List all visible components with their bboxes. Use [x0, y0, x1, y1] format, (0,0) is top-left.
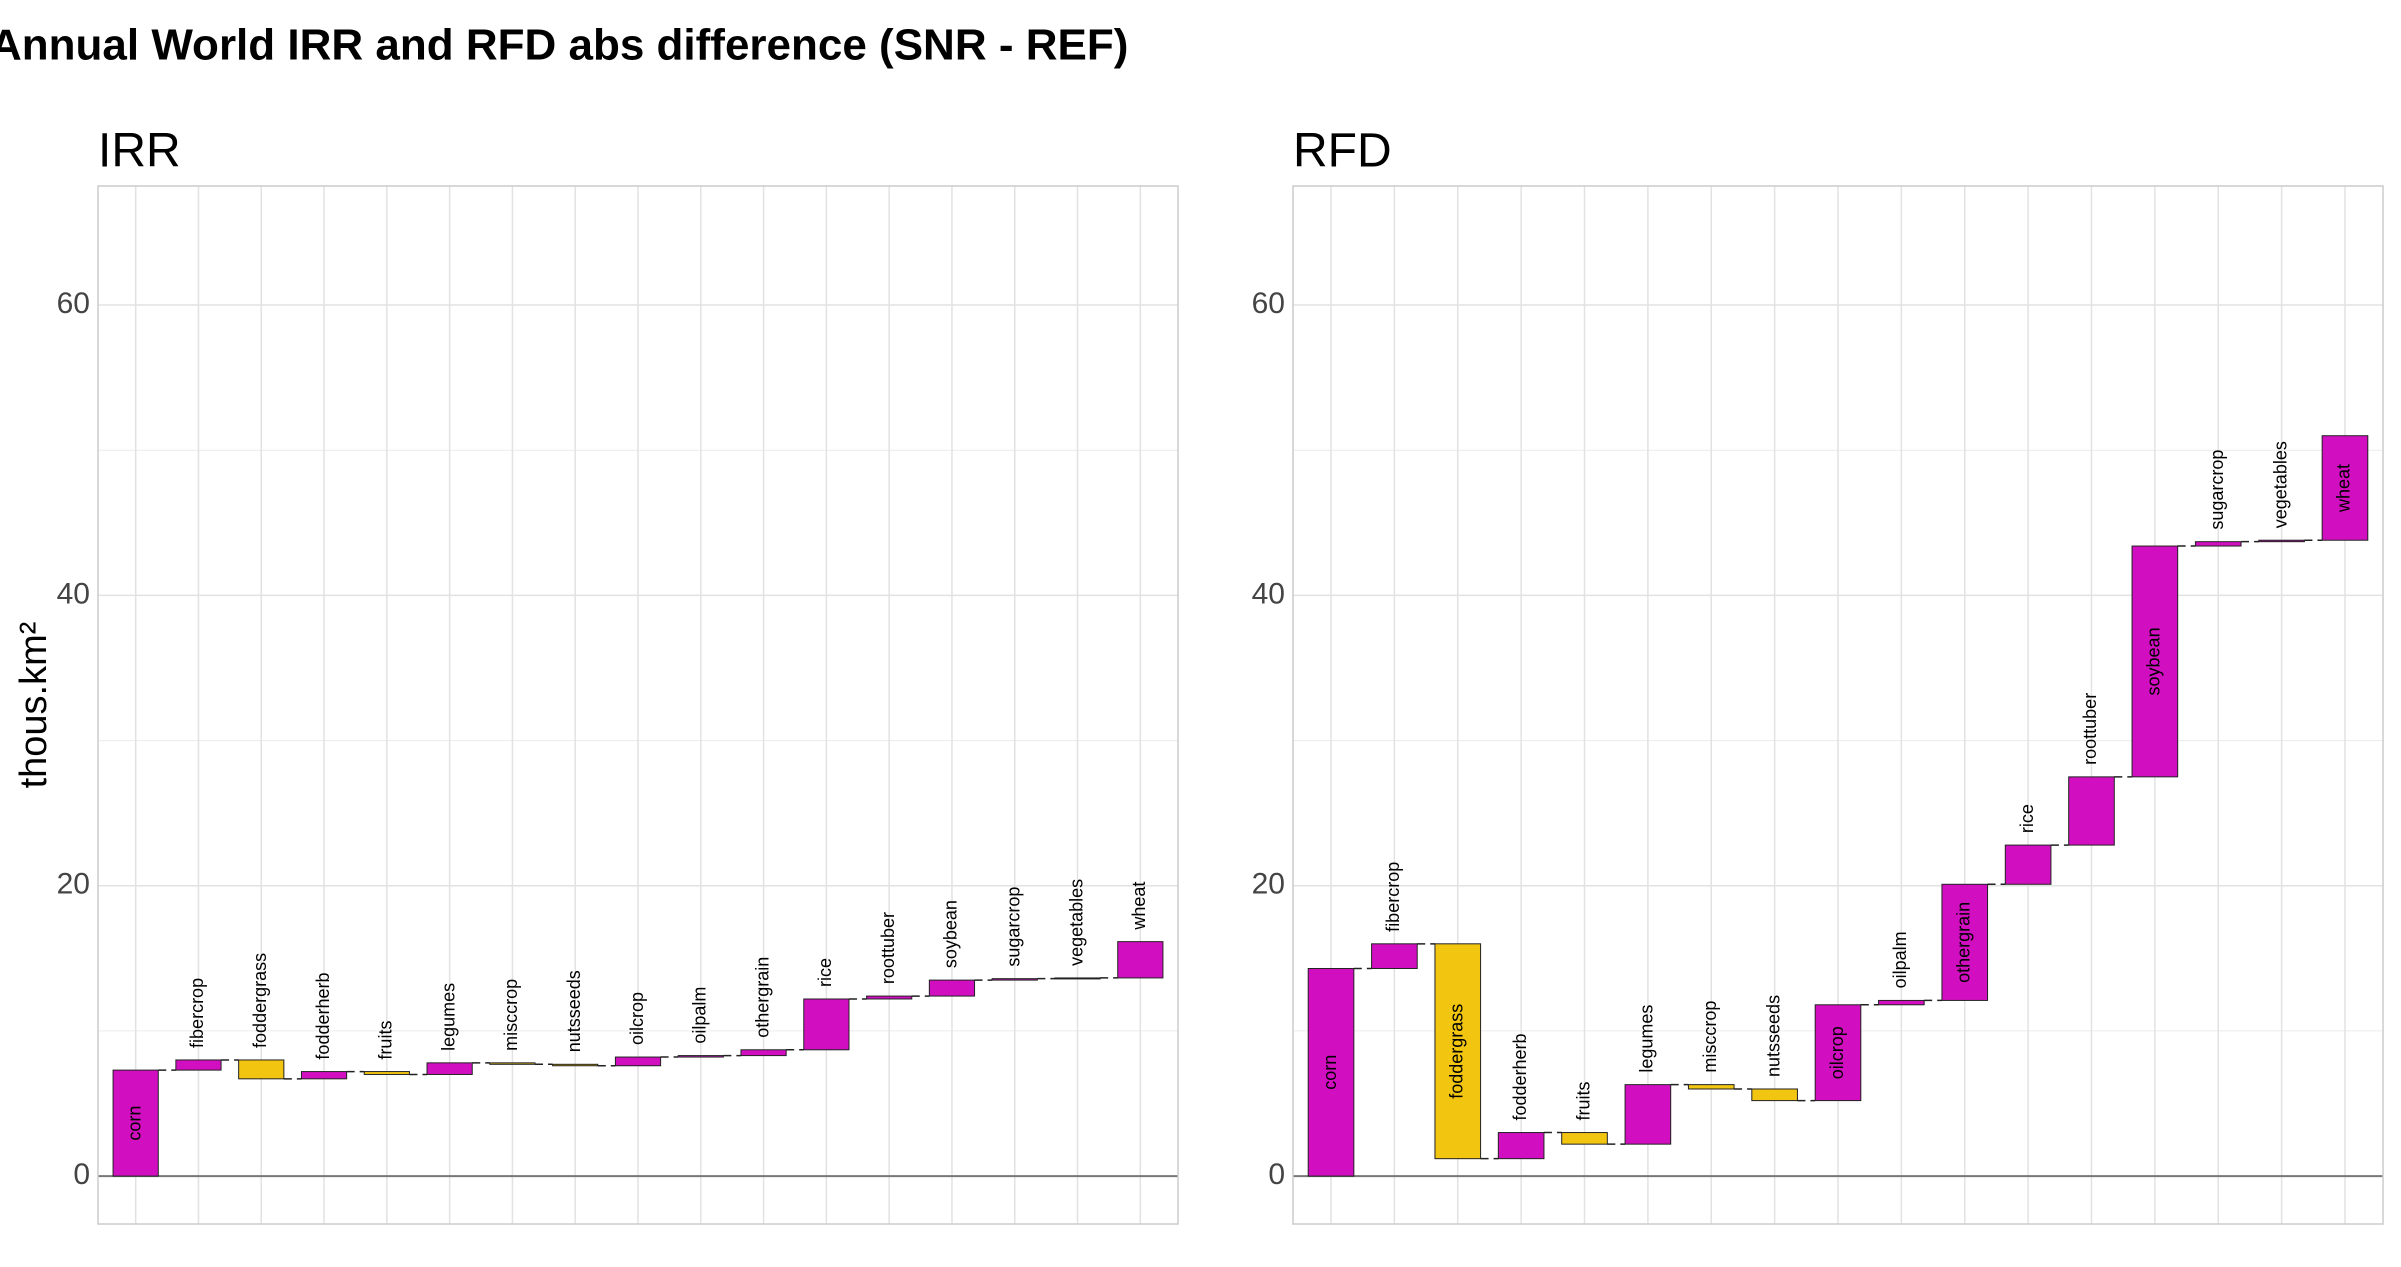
category-label: oilcrop: [1827, 1026, 1847, 1079]
category-label: vegetables: [1066, 879, 1086, 966]
category-label: fibercrop: [187, 978, 207, 1048]
category-label: wheat: [2334, 464, 2354, 513]
category-label: misccrop: [501, 979, 521, 1051]
category-label: legumes: [438, 983, 458, 1051]
bar: [1117, 941, 1164, 979]
panel-title: RFD: [1293, 125, 1392, 178]
bar: [112, 1069, 159, 1177]
category-label: nutsseeds: [564, 970, 584, 1052]
category-label: nutsseeds: [1763, 995, 1783, 1077]
category-label: fodderherb: [313, 972, 333, 1059]
bar: [866, 995, 913, 1000]
category-label: rice: [815, 958, 835, 987]
y-tick-label: 0: [1268, 1158, 1285, 1191]
bar: [2258, 539, 2305, 543]
bar: [363, 1071, 410, 1075]
bar: [238, 1059, 285, 1080]
bar: [928, 979, 976, 997]
bar: [2194, 541, 2242, 547]
bar: [300, 1071, 348, 1080]
category-label: oilcrop: [627, 992, 647, 1045]
y-tick-label: 20: [1252, 868, 1285, 901]
bar: [740, 1049, 787, 1057]
panel-border: [97, 185, 1179, 1225]
bar: [2004, 844, 2052, 885]
category-label: rice: [2017, 804, 2037, 833]
y-tick-label: 20: [57, 868, 90, 901]
bar: [1814, 1004, 1862, 1102]
y-tick-label: 60: [57, 287, 90, 320]
bar: [991, 978, 1038, 981]
panel-border: [1292, 185, 2384, 1225]
category-label: fibercrop: [1383, 862, 1403, 932]
category-label: soybean: [2144, 627, 2164, 695]
category-label: legumes: [1637, 1005, 1657, 1073]
category-label: wheat: [1129, 882, 1149, 931]
bar: [677, 1055, 724, 1058]
bar: [552, 1063, 599, 1067]
category-label: fruits: [1573, 1082, 1593, 1121]
category-label: fruits: [376, 1021, 396, 1060]
bar: [1624, 1084, 1672, 1145]
y-axis-label: thous.km²: [13, 622, 55, 789]
bar: [1054, 977, 1101, 980]
y-tick-label: 40: [57, 577, 90, 610]
y-tick-label: 0: [73, 1158, 90, 1191]
panel-title: IRR: [98, 125, 181, 178]
y-tick-label: 60: [1252, 287, 1285, 320]
bar: [1561, 1132, 1608, 1145]
category-label: oilpalm: [690, 987, 710, 1044]
category-label: foddergrass: [250, 953, 270, 1048]
bar: [175, 1059, 222, 1071]
category-label: roottuber: [2080, 693, 2100, 765]
category-label: misccrop: [1700, 1001, 1720, 1073]
category-label: soybean: [941, 900, 961, 968]
bar: [2321, 435, 2369, 541]
bar: [1434, 943, 1482, 1160]
bar: [1878, 999, 1925, 1006]
bar: [1687, 1084, 1735, 1090]
category-label: corn: [124, 1106, 144, 1141]
category-label: roottuber: [878, 912, 898, 984]
bar: [2131, 545, 2179, 778]
category-label: othergrain: [1953, 902, 1973, 983]
bar: [1497, 1132, 1545, 1160]
bar: [1941, 883, 1989, 1001]
category-label: othergrain: [752, 957, 772, 1038]
category-label: vegetables: [2270, 441, 2290, 528]
category-label: sugarcrop: [1003, 887, 1023, 967]
category-label: corn: [1320, 1055, 1340, 1090]
y-tick-label: 40: [1252, 577, 1285, 610]
chart-title: Annual World IRR and RFD abs difference …: [0, 21, 1128, 70]
bar: [1307, 967, 1355, 1177]
bar: [2068, 776, 2115, 846]
bar: [1751, 1088, 1798, 1102]
bar: [426, 1062, 473, 1075]
bar: [803, 998, 850, 1051]
category-label: foddergrass: [1447, 1004, 1467, 1099]
bar: [1371, 943, 1418, 969]
category-label: fodderherb: [1510, 1033, 1530, 1120]
bar: [489, 1062, 536, 1065]
category-label: sugarcrop: [2207, 450, 2227, 530]
bar: [614, 1056, 662, 1067]
category-label: oilpalm: [1890, 931, 1910, 988]
